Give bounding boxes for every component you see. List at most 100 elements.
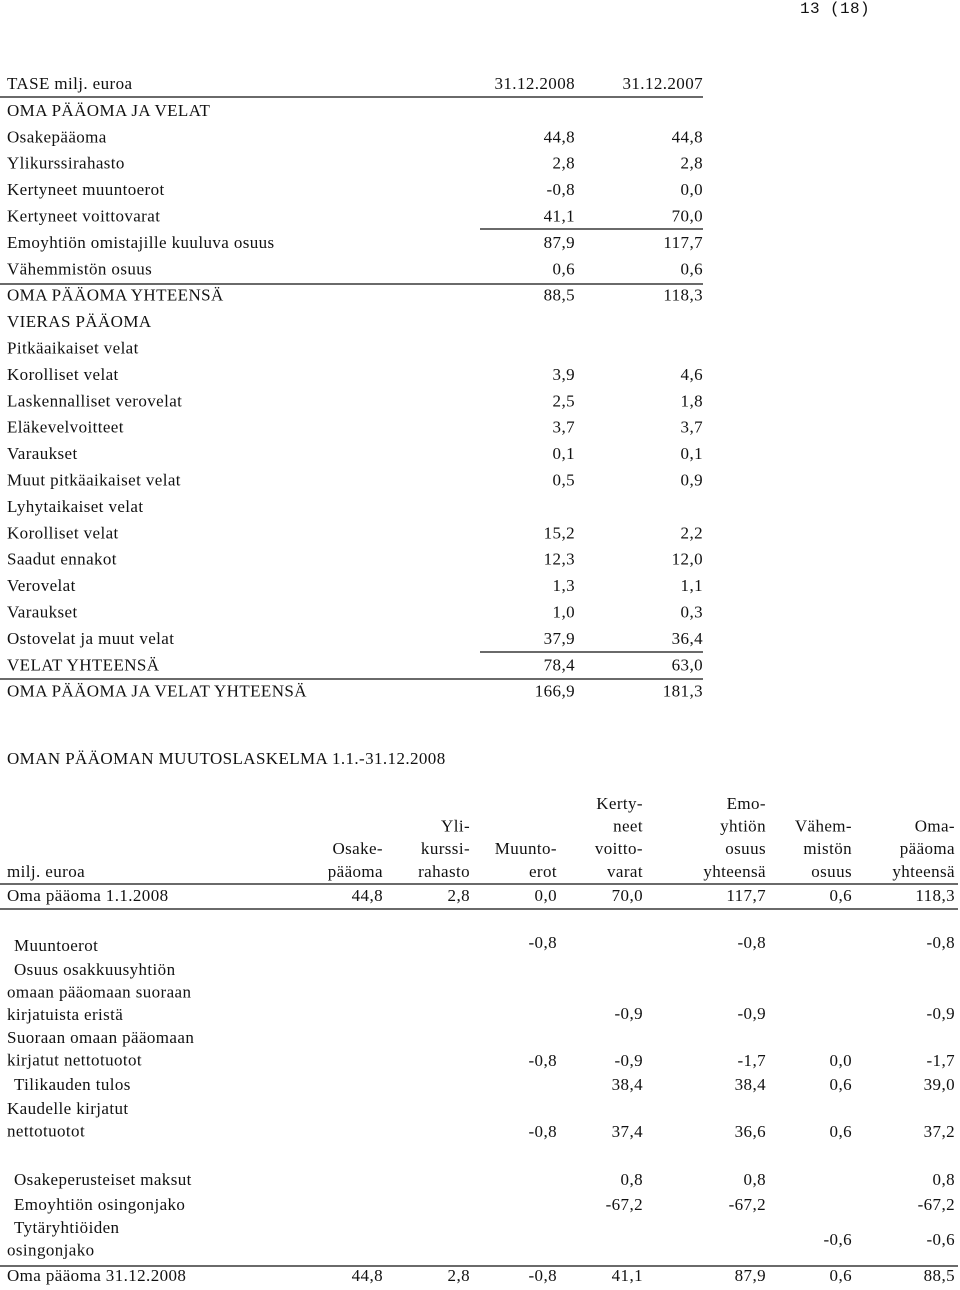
value-cell: 3,7 [553, 418, 576, 437]
row-label: Saadut ennakot [7, 550, 117, 569]
header-cell: Muunto- [495, 839, 557, 858]
value-cell: -0,8 [528, 1266, 557, 1285]
value-cell: 0,8 [621, 1170, 643, 1189]
value-cell: -0,8 [926, 933, 955, 952]
row-label: Emoyhtiön omistajille kuuluva osuus [7, 233, 275, 252]
header-cell: neet [613, 817, 643, 836]
value-cell: 3,7 [681, 418, 704, 437]
value-cell: 2,8 [553, 154, 575, 173]
row-label: Eläkevelvoitteet [7, 418, 124, 437]
row-label: Pitkäaikaiset velat [7, 339, 139, 358]
value-cell: 166,9 [535, 682, 575, 701]
row-label: Ylikurssirahasto [7, 154, 125, 173]
value-cell: 39,0 [924, 1075, 955, 1094]
value-cell: 0,9 [681, 471, 703, 490]
value-cell: 38,4 [735, 1075, 766, 1094]
header-cell: erot [529, 862, 557, 881]
value-cell: 12,0 [672, 550, 703, 569]
value-cell: 0,1 [553, 444, 575, 463]
row-label: Osakeperusteiset maksut [14, 1170, 192, 1189]
value-cell: 70,0 [672, 207, 703, 226]
row-label: Muuntoerot [14, 936, 98, 955]
value-cell: 1,8 [681, 391, 703, 410]
header-cell: yhteensä [703, 862, 766, 881]
row-label: omaan pääomaan suoraan [7, 982, 191, 1001]
value-cell: -0,6 [926, 1230, 955, 1249]
value-cell: 118,3 [663, 286, 703, 305]
value-cell: 117,7 [663, 233, 703, 252]
value-cell: 78,4 [544, 655, 575, 674]
header-cell: Emo- [727, 794, 766, 813]
value-cell: 0,0 [681, 180, 703, 199]
value-cell: -0,8 [528, 933, 557, 952]
value-cell: 37,9 [544, 629, 575, 648]
header-cell: 31.12.2007 [623, 74, 704, 93]
value-cell: -0,9 [614, 1051, 643, 1070]
value-cell: -0,8 [528, 1051, 557, 1070]
row-label: Korolliset velat [7, 365, 119, 384]
value-cell: -0,8 [737, 933, 766, 952]
value-cell: 117,7 [726, 886, 766, 905]
row-label: Verovelat [7, 576, 76, 595]
value-cell: 0,6 [830, 1075, 852, 1094]
value-cell: 44,8 [352, 886, 383, 905]
row-label: Suoraan omaan pääomaan [7, 1028, 194, 1047]
row-label: Kertyneet muuntoerot [7, 180, 165, 199]
header-cell: varat [607, 862, 643, 881]
value-cell: 0,6 [681, 259, 703, 278]
value-cell: 37,4 [612, 1122, 643, 1141]
value-cell: 2,5 [553, 391, 575, 410]
row-label: OMA PÄÄOMA YHTEENSÄ [7, 286, 224, 305]
value-cell: 1,0 [553, 603, 575, 622]
value-cell: 15,2 [544, 523, 575, 542]
value-cell: 181,3 [663, 682, 703, 701]
value-cell: 44,8 [544, 127, 575, 146]
header-cell: voitto- [595, 839, 643, 858]
value-cell: 0,6 [830, 886, 852, 905]
value-cell: 44,8 [672, 127, 703, 146]
header-cell: Oma- [915, 817, 955, 836]
row-label: Tytäryhtiöiden [14, 1218, 120, 1237]
row-label: Tilikauden tulos [14, 1075, 131, 1094]
row-label: kirjatut nettotuotot [7, 1050, 142, 1069]
value-cell: 0,3 [681, 603, 703, 622]
value-cell: 70,0 [612, 886, 643, 905]
value-cell: 0,6 [830, 1266, 852, 1285]
value-cell: 88,5 [544, 286, 575, 305]
row-label: Osakepääoma [7, 127, 107, 146]
value-cell: 87,9 [544, 233, 575, 252]
value-cell: 1,1 [681, 576, 703, 595]
value-cell: -0,8 [546, 180, 575, 199]
header-cell: osuus [725, 839, 766, 858]
value-cell: 2,8 [448, 886, 470, 905]
value-cell: -1,7 [737, 1051, 766, 1070]
row-label: Korolliset velat [7, 523, 119, 542]
row-label: kirjatuista eristä [7, 1005, 123, 1024]
value-cell: 118,3 [915, 886, 955, 905]
header-cell: pääoma [328, 862, 383, 881]
row-label: Kaudelle kirjatut [7, 1099, 129, 1118]
header-cell: mistön [803, 839, 852, 858]
value-cell: 36,4 [672, 629, 703, 648]
header-cell: osuus [811, 862, 852, 881]
value-cell: -67,2 [918, 1195, 955, 1214]
row-label: Varaukset [7, 444, 78, 463]
value-cell: 1,3 [553, 576, 575, 595]
page-number: 13 (18) [800, 0, 870, 18]
row-label: osingonjako [7, 1240, 95, 1259]
value-cell: 88,5 [924, 1266, 955, 1285]
row-label: Emoyhtiön osingonjako [14, 1195, 185, 1214]
value-cell: -67,2 [729, 1195, 766, 1214]
value-cell: -0,8 [528, 1122, 557, 1141]
header-cell: milj. euroa [7, 862, 85, 881]
header-cell: Kerty- [596, 794, 643, 813]
header-cell: TASE milj. euroa [7, 74, 132, 93]
value-cell: 41,1 [612, 1266, 643, 1285]
value-cell: 0,8 [744, 1170, 766, 1189]
row-label: OMA PÄÄOMA JA VELAT [7, 101, 211, 120]
row-label: VELAT YHTEENSÄ [7, 655, 160, 674]
header-cell: yhteensä [892, 862, 955, 881]
value-cell: 2,8 [448, 1266, 470, 1285]
value-cell: -67,2 [606, 1195, 643, 1214]
